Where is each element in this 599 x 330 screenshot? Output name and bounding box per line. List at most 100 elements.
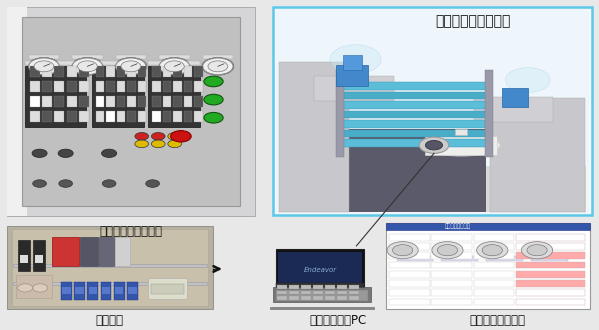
Bar [55, 96, 64, 107]
Bar [72, 54, 102, 59]
Bar [159, 54, 190, 59]
Bar [75, 287, 84, 294]
Text: 訓練用ゲート操作盤: 訓練用ゲート操作盤 [99, 225, 162, 238]
Bar [349, 296, 359, 300]
Circle shape [146, 180, 159, 187]
Bar [92, 61, 144, 65]
Bar [42, 66, 52, 77]
Bar [42, 96, 52, 107]
Bar [163, 111, 171, 122]
Circle shape [135, 140, 149, 148]
Bar [277, 291, 287, 294]
Text: コントロール画面: コントロール画面 [469, 314, 525, 327]
Bar [173, 111, 182, 122]
Bar [516, 271, 585, 278]
Bar [270, 307, 374, 309]
Bar [474, 252, 514, 259]
Bar [55, 111, 64, 122]
Circle shape [419, 137, 449, 153]
Bar [431, 289, 472, 296]
Bar [276, 9, 589, 214]
Bar [115, 237, 130, 266]
Bar [78, 111, 89, 122]
Bar [516, 262, 585, 268]
Bar [337, 65, 368, 86]
Bar [389, 289, 429, 296]
Circle shape [33, 180, 47, 187]
Bar [127, 282, 138, 300]
Circle shape [72, 58, 102, 75]
Ellipse shape [422, 135, 500, 156]
Bar [431, 243, 472, 250]
Bar [276, 249, 364, 286]
Bar [138, 81, 146, 92]
Bar [516, 280, 585, 287]
Circle shape [152, 133, 165, 140]
Text: 操作盤に連動し動作: 操作盤に連動し動作 [435, 14, 511, 28]
Text: 操作盤内: 操作盤内 [96, 314, 123, 327]
Bar [173, 66, 182, 77]
Bar [431, 234, 472, 241]
Bar [273, 286, 371, 302]
Bar [30, 96, 40, 107]
Bar [474, 299, 514, 305]
Bar [431, 299, 472, 305]
Bar [194, 66, 202, 77]
Bar [474, 271, 514, 278]
Bar [343, 82, 486, 89]
Bar [96, 66, 104, 77]
Bar [343, 129, 486, 212]
Bar [389, 234, 429, 241]
Circle shape [121, 61, 141, 72]
Bar [149, 61, 201, 65]
Circle shape [17, 284, 32, 292]
Bar [117, 66, 125, 77]
Bar [30, 81, 40, 92]
Ellipse shape [330, 45, 381, 74]
Circle shape [204, 113, 223, 123]
Bar [531, 256, 568, 261]
Bar [474, 97, 553, 122]
Bar [485, 70, 493, 157]
Bar [325, 296, 335, 300]
Circle shape [102, 149, 117, 157]
Bar [503, 88, 528, 107]
Bar [89, 287, 97, 294]
Bar [22, 17, 240, 206]
Bar [337, 70, 344, 157]
Bar [92, 66, 144, 127]
Circle shape [152, 140, 165, 148]
Bar [107, 96, 115, 107]
Circle shape [102, 180, 116, 187]
Bar [66, 111, 77, 122]
Circle shape [115, 57, 147, 75]
Ellipse shape [506, 68, 550, 92]
Bar [313, 296, 323, 300]
Circle shape [28, 57, 60, 75]
Bar [99, 237, 114, 266]
Bar [389, 280, 429, 287]
Bar [343, 55, 362, 70]
Text: コントロール画面: コントロール画面 [444, 224, 471, 229]
Bar [337, 296, 347, 300]
Circle shape [32, 149, 47, 157]
Circle shape [29, 58, 59, 75]
Bar [96, 96, 104, 107]
Bar [173, 81, 182, 92]
Circle shape [168, 140, 181, 148]
Bar [30, 66, 40, 77]
Bar [78, 96, 89, 107]
Bar [138, 96, 146, 107]
Bar [349, 285, 359, 289]
Bar [202, 54, 233, 59]
Bar [18, 240, 30, 271]
Bar [489, 98, 585, 212]
Bar [516, 252, 585, 259]
Circle shape [437, 245, 458, 256]
Bar [173, 96, 182, 107]
Circle shape [135, 133, 149, 140]
Bar [61, 282, 72, 300]
Bar [279, 166, 586, 212]
Circle shape [527, 245, 547, 256]
Bar [289, 291, 299, 294]
